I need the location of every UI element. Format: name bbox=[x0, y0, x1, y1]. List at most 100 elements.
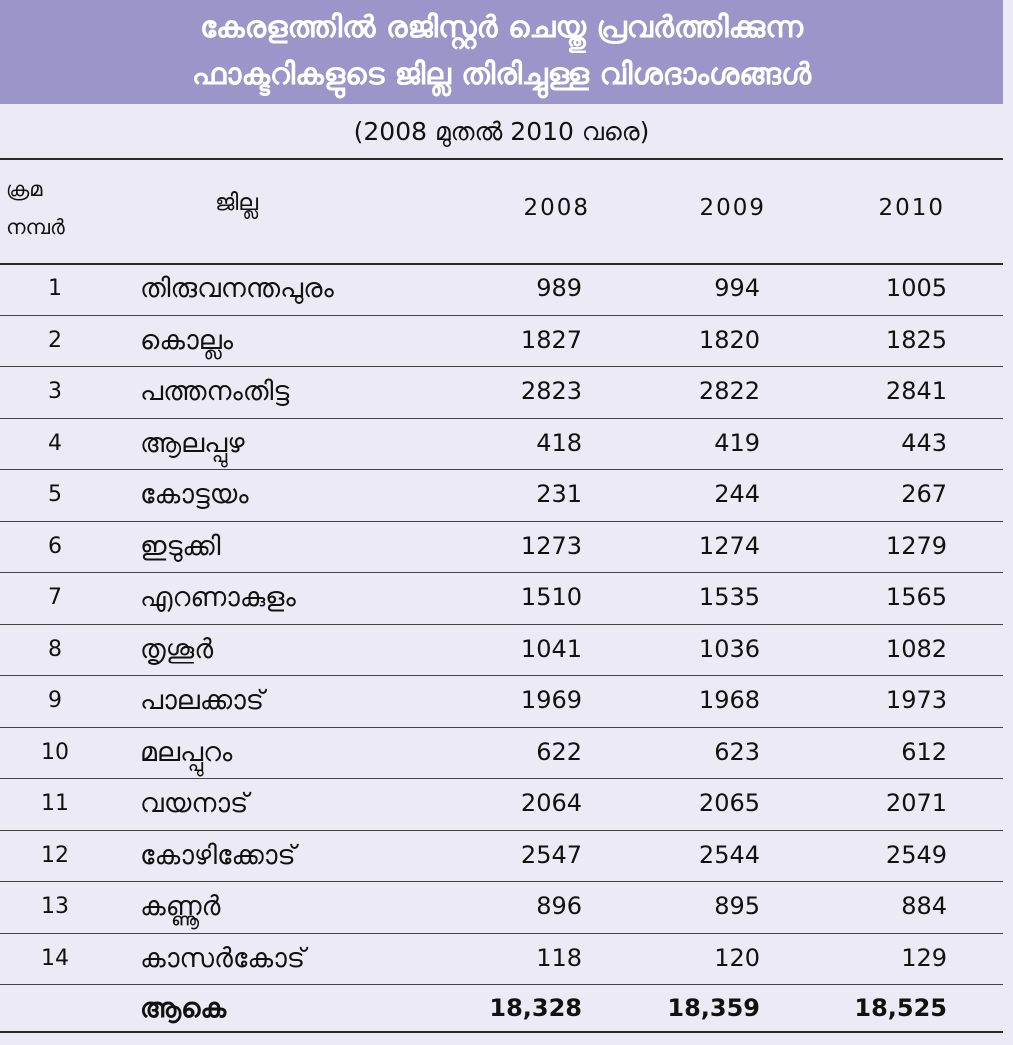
table-row: 8 തൃശൂർ 1041 1036 1082 bbox=[0, 624, 1003, 675]
table-row: 14 കാസർകോട് 118 120 129 bbox=[0, 933, 1003, 984]
row-district-name: പത്തനംതിട്ട bbox=[140, 376, 290, 407]
row-district-name: തിരുവനന്തപുരം bbox=[140, 273, 334, 304]
row-district-name: കൊല്ലം bbox=[140, 325, 234, 356]
row-value-2008: 231 bbox=[536, 480, 582, 508]
row-district-name: കോട്ടയം bbox=[140, 479, 249, 510]
row-divider bbox=[0, 881, 1003, 882]
table-row: 10 മലപ്പുറം 622 623 612 bbox=[0, 727, 1003, 778]
row-value-2010: 1825 bbox=[885, 326, 947, 354]
row-district-name: കോഴിക്കോട് bbox=[140, 840, 296, 871]
row-value-2008: 1510 bbox=[520, 583, 582, 611]
header-year-2010: 2010 bbox=[878, 195, 945, 221]
row-value-2009: 895 bbox=[714, 892, 760, 920]
table-row: 7 എറണാകുളം 1510 1535 1565 bbox=[0, 572, 1003, 623]
row-divider bbox=[0, 727, 1003, 728]
row-value-2008: 622 bbox=[536, 738, 582, 766]
table-row: 13 കണ്ണൂർ 896 895 884 bbox=[0, 881, 1003, 932]
row-value-2008: 2547 bbox=[520, 841, 582, 869]
row-district-name: ഇടുക്കി bbox=[140, 531, 221, 562]
row-value-2009: 419 bbox=[714, 429, 760, 457]
row-value-2009: 2822 bbox=[698, 377, 760, 405]
row-value-2008: 1827 bbox=[520, 326, 582, 354]
header-bottom-rule bbox=[0, 263, 1003, 265]
row-serial-number: 8 bbox=[48, 637, 62, 662]
row-value-2008: 1969 bbox=[520, 686, 582, 714]
row-divider bbox=[0, 521, 1003, 522]
row-serial-number: 14 bbox=[41, 946, 69, 971]
row-district-name: കണ്ണൂർ bbox=[140, 891, 221, 922]
row-value-2010: 267 bbox=[901, 480, 947, 508]
row-district-name: മലപ്പുറം bbox=[140, 737, 233, 768]
row-serial-number: 3 bbox=[48, 379, 62, 404]
row-serial-number: 10 bbox=[41, 740, 69, 765]
row-divider bbox=[0, 933, 1003, 934]
header-year-2008: 2008 bbox=[523, 195, 590, 221]
table-row: 11 വയനാട് 2064 2065 2071 bbox=[0, 778, 1003, 829]
row-serial-number: 13 bbox=[41, 894, 69, 919]
row-value-2009: 1535 bbox=[698, 583, 760, 611]
total-row: ആകെ 18,328 18,359 18,525 bbox=[0, 983, 1003, 1034]
row-value-2010: 2549 bbox=[885, 841, 947, 869]
header-serial-line2: നമ്പർ bbox=[6, 215, 65, 239]
table-row: 3 പത്തനംതിട്ട 2823 2822 2841 bbox=[0, 366, 1003, 417]
row-divider bbox=[0, 624, 1003, 625]
row-divider bbox=[0, 418, 1003, 419]
row-divider bbox=[0, 366, 1003, 367]
row-district-name: കാസർകോട് bbox=[140, 943, 306, 974]
row-value-2009: 623 bbox=[714, 738, 760, 766]
row-value-2009: 1036 bbox=[698, 635, 760, 663]
header-top-rule bbox=[0, 158, 1003, 160]
row-value-2008: 2823 bbox=[520, 377, 582, 405]
total-2008: 18,328 bbox=[489, 994, 582, 1022]
row-value-2008: 896 bbox=[536, 892, 582, 920]
row-value-2010: 2841 bbox=[885, 377, 947, 405]
title-banner: കേരളത്തിൽ രജിസ്റ്റർ ചെയ്തു പ്രവർത്തിക്കു… bbox=[0, 0, 1003, 104]
row-value-2008: 989 bbox=[536, 274, 582, 302]
table-row: 12 കോഴിക്കോട് 2547 2544 2549 bbox=[0, 830, 1003, 881]
row-divider bbox=[0, 675, 1003, 676]
row-value-2008: 418 bbox=[536, 429, 582, 457]
table-row: 6 ഇടുക്കി 1273 1274 1279 bbox=[0, 521, 1003, 572]
row-value-2008: 1273 bbox=[520, 532, 582, 560]
row-serial-number: 9 bbox=[48, 688, 62, 713]
row-value-2010: 1279 bbox=[885, 532, 947, 560]
table-row: 4 ആലപ്പുഴ 418 419 443 bbox=[0, 418, 1003, 469]
row-value-2010: 129 bbox=[901, 944, 947, 972]
row-value-2010: 612 bbox=[901, 738, 947, 766]
row-value-2008: 1041 bbox=[520, 635, 582, 663]
total-2010: 18,525 bbox=[854, 994, 947, 1022]
row-divider bbox=[0, 830, 1003, 831]
row-value-2010: 1565 bbox=[885, 583, 947, 611]
total-2009: 18,359 bbox=[667, 994, 760, 1022]
row-divider bbox=[0, 572, 1003, 573]
total-label: ആകെ bbox=[140, 993, 227, 1024]
row-divider bbox=[0, 778, 1003, 779]
row-value-2008: 2064 bbox=[520, 789, 582, 817]
row-value-2010: 1082 bbox=[885, 635, 947, 663]
row-serial-number: 4 bbox=[48, 431, 62, 456]
row-value-2010: 884 bbox=[901, 892, 947, 920]
row-divider bbox=[0, 984, 1003, 985]
row-value-2009: 2065 bbox=[698, 789, 760, 817]
row-district-name: ആലപ്പുഴ bbox=[140, 428, 245, 459]
row-serial-number: 12 bbox=[41, 843, 69, 868]
table-title-line2: ഫാക്ടറികളുടെ ജില്ല തിരിച്ചുള്ള വിശദാംശങ്… bbox=[191, 57, 812, 92]
table-title-line1: കേരളത്തിൽ രജിസ്റ്റർ ചെയ്തു പ്രവർത്തിക്കു… bbox=[199, 10, 804, 45]
row-divider bbox=[0, 469, 1003, 470]
row-value-2010: 1005 bbox=[885, 274, 947, 302]
table-row: 9 പാലക്കാട് 1969 1968 1973 bbox=[0, 675, 1003, 726]
row-value-2009: 994 bbox=[714, 274, 760, 302]
row-value-2010: 2071 bbox=[885, 789, 947, 817]
row-value-2009: 1820 bbox=[698, 326, 760, 354]
row-value-2010: 1973 bbox=[885, 686, 947, 714]
row-value-2008: 118 bbox=[536, 944, 582, 972]
header-district: ജില്ല bbox=[215, 190, 259, 216]
row-value-2009: 120 bbox=[714, 944, 760, 972]
header-year-2009: 2009 bbox=[699, 195, 766, 221]
table-bottom-rule bbox=[0, 1031, 1003, 1033]
table-row: 1 തിരുവനന്തപുരം 989 994 1005 bbox=[0, 263, 1003, 314]
table-subtitle: (2008 മുതൽ 2010 വരെ) bbox=[353, 117, 650, 146]
row-serial-number: 5 bbox=[48, 482, 62, 507]
row-serial-number: 2 bbox=[48, 328, 62, 353]
